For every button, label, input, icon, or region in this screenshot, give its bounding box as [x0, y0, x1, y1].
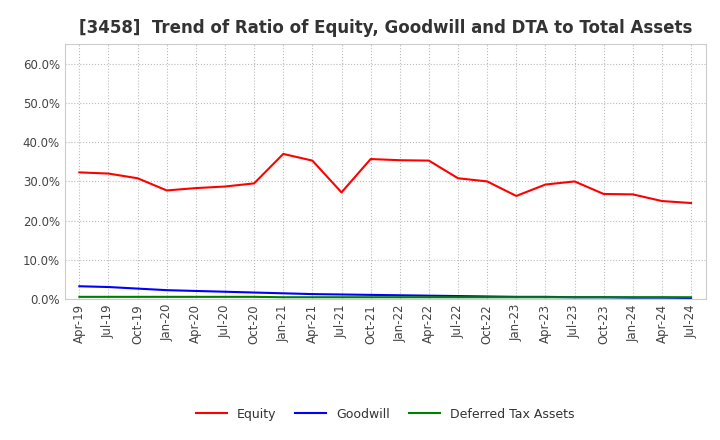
Goodwill [75, 284, 84, 289]
Deferred Tax Assets [75, 294, 84, 300]
Legend: Equity, Goodwill, Deferred Tax Assets: Equity, Goodwill, Deferred Tax Assets [191, 403, 580, 425]
Goodwill [570, 295, 579, 300]
Equity [454, 176, 462, 181]
Equity [599, 191, 608, 197]
Deferred Tax Assets [395, 295, 404, 300]
Deferred Tax Assets [570, 295, 579, 300]
Deferred Tax Assets [687, 295, 696, 300]
Line: Equity: Equity [79, 154, 691, 203]
Deferred Tax Assets [279, 295, 287, 300]
Goodwill [366, 292, 375, 297]
Equity [104, 171, 113, 176]
Goodwill [163, 287, 171, 293]
Equity [220, 184, 229, 189]
Equity [337, 190, 346, 195]
Deferred Tax Assets [425, 295, 433, 300]
Equity [657, 198, 666, 204]
Goodwill [657, 295, 666, 300]
Goodwill [279, 291, 287, 296]
Equity [163, 188, 171, 193]
Equity [250, 181, 258, 186]
Goodwill [104, 284, 113, 290]
Goodwill [337, 292, 346, 297]
Goodwill [220, 289, 229, 294]
Equity [629, 192, 637, 197]
Equity [308, 158, 317, 163]
Deferred Tax Assets [250, 294, 258, 300]
Deferred Tax Assets [483, 295, 492, 300]
Deferred Tax Assets [192, 294, 200, 300]
Goodwill [454, 293, 462, 299]
Deferred Tax Assets [541, 295, 550, 300]
Goodwill [599, 295, 608, 300]
Goodwill [308, 291, 317, 297]
Goodwill [133, 286, 142, 291]
Deferred Tax Assets [599, 295, 608, 300]
Title: [3458]  Trend of Ratio of Equity, Goodwill and DTA to Total Assets: [3458] Trend of Ratio of Equity, Goodwil… [78, 19, 692, 37]
Equity [366, 156, 375, 161]
Equity [483, 179, 492, 184]
Deferred Tax Assets [133, 294, 142, 300]
Deferred Tax Assets [366, 295, 375, 300]
Goodwill [687, 295, 696, 301]
Goodwill [483, 294, 492, 299]
Equity [75, 170, 84, 175]
Goodwill [629, 295, 637, 300]
Goodwill [250, 290, 258, 295]
Equity [192, 185, 200, 191]
Equity [133, 176, 142, 181]
Equity [570, 179, 579, 184]
Deferred Tax Assets [337, 295, 346, 300]
Goodwill [192, 288, 200, 293]
Deferred Tax Assets [163, 294, 171, 300]
Equity [395, 158, 404, 163]
Equity [687, 200, 696, 205]
Line: Goodwill: Goodwill [79, 286, 691, 298]
Deferred Tax Assets [220, 294, 229, 300]
Goodwill [541, 294, 550, 300]
Equity [512, 193, 521, 198]
Equity [541, 182, 550, 187]
Deferred Tax Assets [454, 295, 462, 300]
Deferred Tax Assets [512, 295, 521, 300]
Deferred Tax Assets [657, 295, 666, 300]
Deferred Tax Assets [308, 295, 317, 300]
Deferred Tax Assets [629, 295, 637, 300]
Goodwill [395, 293, 404, 298]
Goodwill [425, 293, 433, 298]
Goodwill [512, 294, 521, 300]
Deferred Tax Assets [104, 294, 113, 300]
Equity [425, 158, 433, 163]
Equity [279, 151, 287, 157]
